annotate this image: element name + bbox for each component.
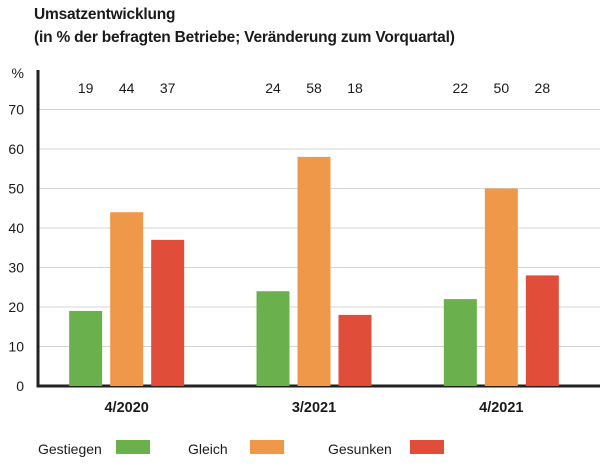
y-tick-label: 70 (8, 102, 24, 118)
data-label: 44 (119, 80, 135, 96)
legend-swatch (410, 440, 444, 454)
legend-swatch (250, 440, 284, 454)
bar-gestiegen-4-2020 (69, 310, 103, 386)
data-label: 18 (347, 80, 363, 96)
chart-title: Umsatzentwicklung (34, 6, 176, 23)
bar-gestiegen-3-2021 (256, 291, 290, 386)
data-label: 24 (265, 80, 281, 96)
x-tick-label: 4/2020 (104, 400, 148, 416)
data-label: 28 (535, 80, 551, 96)
data-label: 37 (160, 80, 176, 96)
legend-swatch (116, 440, 150, 454)
data-label: 50 (494, 80, 510, 96)
bar-gleich-4-2021 (484, 188, 518, 386)
legend-label: Gestiegen (38, 441, 102, 457)
x-tick-label: 3/2021 (292, 400, 336, 416)
bar-gesunken-3-2021 (338, 314, 372, 386)
x-tick-label: 4/2021 (479, 400, 523, 416)
chart-subtitle: (in % der befragten Betriebe; Veränderun… (34, 29, 455, 46)
legend-label: Gesunken (328, 441, 392, 457)
y-tick-label: 40 (8, 220, 24, 236)
y-tick-label: 60 (8, 141, 24, 157)
y-tick-label: 50 (8, 181, 24, 197)
bar-gestiegen-4-2021 (443, 299, 477, 386)
y-tick-label: 10 (8, 339, 24, 355)
y-tick-label: 0 (16, 378, 24, 394)
bar-gleich-3-2021 (297, 156, 331, 386)
bar-gleich-4-2020 (110, 212, 144, 386)
y-axis-label: % (12, 65, 24, 81)
y-tick-label: 30 (8, 260, 24, 276)
bar-gesunken-4-2021 (525, 275, 559, 386)
legend-label: Gleich (188, 441, 228, 457)
bar-chart: 0 10 20 30 40 50 60 70% 19 44 37 4/2020 24 58 18 3/2021… (8, 65, 600, 416)
labels: 0 10 20 30 40 50 60 70% 19 44 37 4/2020 24 58 18 3/2021… (8, 65, 550, 416)
bars (69, 156, 559, 386)
y-tick-label: 20 (8, 299, 24, 315)
data-label: 58 (306, 80, 322, 96)
bar-gesunken-4-2020 (151, 239, 185, 386)
data-label: 19 (78, 80, 94, 96)
legend: Gestiegen Gleich Gesunken (0, 438, 610, 460)
data-label: 22 (453, 80, 469, 96)
